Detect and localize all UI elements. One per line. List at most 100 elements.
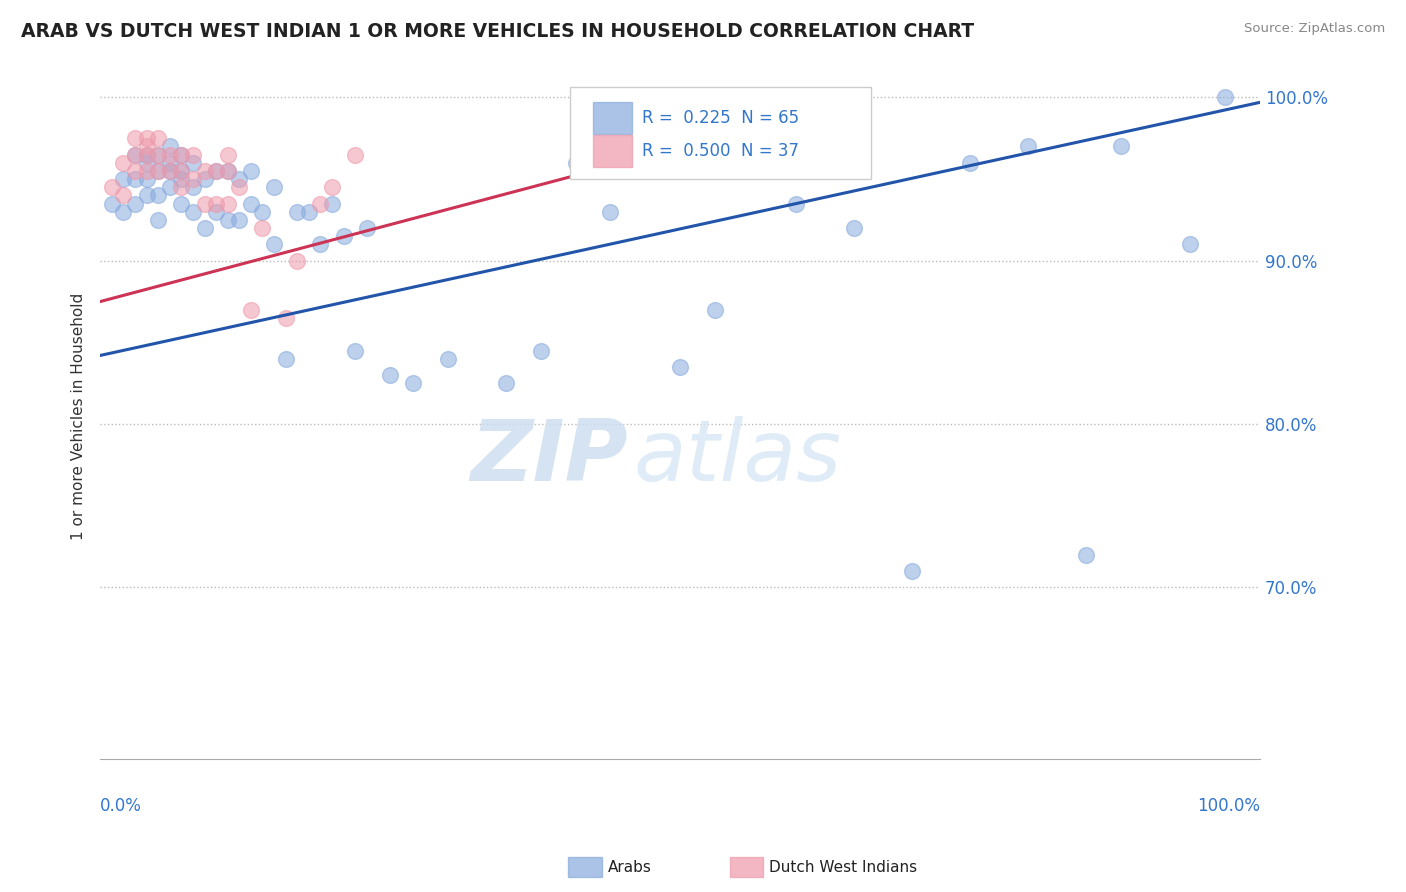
Point — [193, 164, 215, 178]
Point — [112, 172, 135, 186]
Text: atlas: atlas — [634, 416, 842, 499]
Text: ZIP: ZIP — [470, 416, 628, 499]
Point — [263, 180, 285, 194]
Point — [309, 237, 332, 252]
Point — [669, 359, 692, 374]
Point — [321, 196, 343, 211]
Point — [135, 188, 157, 202]
Text: R =  0.225  N = 65: R = 0.225 N = 65 — [641, 109, 799, 127]
Point — [146, 147, 169, 161]
Point — [228, 180, 250, 194]
Point — [495, 376, 517, 391]
Point — [530, 343, 553, 358]
Point — [228, 172, 250, 186]
Point — [378, 368, 401, 382]
Point — [170, 164, 193, 178]
Point — [181, 172, 204, 186]
Point — [170, 164, 193, 178]
Point — [263, 237, 285, 252]
Point — [135, 131, 157, 145]
Point — [285, 253, 308, 268]
Point — [344, 147, 367, 161]
Point — [146, 164, 169, 178]
Point — [901, 564, 924, 578]
Point — [135, 172, 157, 186]
Point — [437, 351, 460, 366]
Point — [239, 196, 262, 211]
Point — [298, 204, 321, 219]
FancyBboxPatch shape — [569, 87, 872, 179]
Point — [205, 204, 228, 219]
Text: 100.0%: 100.0% — [1197, 797, 1260, 814]
Point — [402, 376, 425, 391]
Point — [146, 131, 169, 145]
Point — [1180, 237, 1202, 252]
Point — [785, 196, 807, 211]
Point — [181, 155, 204, 169]
Point — [252, 221, 274, 235]
Point — [193, 172, 215, 186]
Point — [159, 164, 181, 178]
Point — [356, 221, 378, 235]
Point — [610, 131, 633, 145]
Point — [1109, 139, 1132, 153]
Point — [217, 213, 239, 227]
Point — [1213, 90, 1236, 104]
Point — [217, 164, 239, 178]
Point — [669, 131, 692, 145]
Point — [124, 196, 146, 211]
Point — [135, 155, 157, 169]
Point — [181, 147, 204, 161]
Point — [146, 164, 169, 178]
Point — [193, 221, 215, 235]
Point — [842, 221, 865, 235]
Point — [146, 188, 169, 202]
Point — [124, 164, 146, 178]
Point — [239, 302, 262, 317]
Point — [252, 204, 274, 219]
Point — [285, 204, 308, 219]
Point — [159, 164, 181, 178]
Point — [205, 164, 228, 178]
Point — [1017, 139, 1039, 153]
Text: Arabs: Arabs — [607, 860, 651, 874]
Point — [159, 139, 181, 153]
Point — [1074, 548, 1097, 562]
Point — [124, 172, 146, 186]
Point — [332, 229, 354, 244]
Point — [112, 155, 135, 169]
Y-axis label: 1 or more Vehicles in Household: 1 or more Vehicles in Household — [72, 293, 86, 540]
Point — [100, 196, 122, 211]
Point — [112, 204, 135, 219]
Point — [135, 139, 157, 153]
Point — [146, 213, 169, 227]
Point — [159, 155, 181, 169]
Point — [112, 188, 135, 202]
Text: Dutch West Indians: Dutch West Indians — [769, 860, 917, 874]
Point — [205, 196, 228, 211]
Point — [321, 180, 343, 194]
Point — [703, 302, 725, 317]
Point — [217, 147, 239, 161]
Point — [170, 196, 193, 211]
Point — [124, 147, 146, 161]
Point — [564, 155, 586, 169]
Point — [159, 180, 181, 194]
Text: ARAB VS DUTCH WEST INDIAN 1 OR MORE VEHICLES IN HOUSEHOLD CORRELATION CHART: ARAB VS DUTCH WEST INDIAN 1 OR MORE VEHI… — [21, 22, 974, 41]
Point — [749, 139, 772, 153]
Point — [170, 147, 193, 161]
Point — [170, 172, 193, 186]
FancyBboxPatch shape — [593, 136, 633, 167]
Text: 0.0%: 0.0% — [100, 797, 142, 814]
Point — [599, 204, 621, 219]
Point — [309, 196, 332, 211]
Point — [124, 147, 146, 161]
Point — [170, 180, 193, 194]
Point — [344, 343, 367, 358]
Point — [159, 147, 181, 161]
Point — [217, 164, 239, 178]
Point — [274, 310, 297, 325]
FancyBboxPatch shape — [593, 103, 633, 134]
Point — [181, 180, 204, 194]
Point — [959, 155, 981, 169]
